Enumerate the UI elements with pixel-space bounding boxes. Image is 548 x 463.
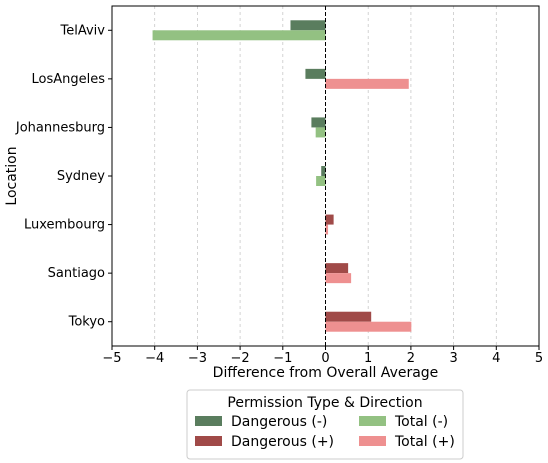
- bar-santiago-total: [325, 273, 352, 284]
- x-tick-label: 2: [407, 351, 415, 366]
- x-tick-label: 1: [364, 351, 372, 366]
- legend-entry: Total (-): [359, 414, 448, 430]
- x-tick-label: −2: [231, 351, 250, 366]
- legend-title: Permission Type & Direction: [227, 395, 422, 411]
- x-tick-label: −4: [145, 351, 164, 366]
- x-tick-label: 0: [321, 351, 329, 366]
- bar-luxembourg-total: [325, 224, 329, 235]
- legend-entry: Dangerous (-): [195, 414, 327, 430]
- bar-tokyo-dangerous: [325, 311, 372, 322]
- legend-label: Total (-): [394, 414, 448, 430]
- legend-swatch: [195, 436, 222, 446]
- x-tick-label: 3: [449, 351, 457, 366]
- legend-label: Total (+): [394, 434, 455, 450]
- legend-frame: [186, 389, 464, 460]
- x-tick-label: −3: [188, 351, 207, 366]
- bar-sydney-total: [316, 176, 326, 186]
- y-tick-label: Santiago: [48, 266, 105, 281]
- y-axis-ticks: TelAviv LosAngeles Johannesburg Sydney Luxem…: [15, 23, 112, 330]
- y-tick-label: Sydney: [57, 169, 105, 184]
- bar-telaviv-dangerous: [290, 20, 326, 31]
- bars: [152, 20, 412, 332]
- bar-losangeles-dangerous: [305, 68, 326, 79]
- y-tick-label: LosAngeles: [31, 72, 105, 87]
- legend-entries: Dangerous (-) Dangerous (+) Total (-) Total…: [195, 414, 455, 450]
- bar-luxembourg-dangerous: [325, 214, 334, 225]
- bar-johannesburg-dangerous: [311, 117, 326, 128]
- x-tick-label: −5: [102, 351, 121, 366]
- y-axis-title: Location: [4, 146, 20, 205]
- y-tick-label: Johannesburg: [15, 120, 105, 135]
- y-tick-label: TelAviv: [60, 23, 106, 38]
- bar-telaviv-total: [152, 30, 326, 41]
- legend: Permission Type & Direction Dangerous (-…: [186, 389, 464, 460]
- legend-swatch: [359, 436, 386, 446]
- legend-label: Dangerous (+): [231, 434, 334, 450]
- legend-entry: Dangerous (+): [195, 434, 334, 450]
- y-tick-label: Luxembourg: [24, 218, 105, 233]
- y-tick-label: Tokyo: [68, 315, 105, 330]
- bar-losangeles-total: [325, 78, 409, 89]
- bar-santiago-dangerous: [325, 263, 349, 274]
- x-tick-label: −1: [273, 351, 292, 366]
- x-tick-label: 5: [535, 351, 543, 366]
- legend-label: Dangerous (-): [231, 414, 327, 430]
- legend-swatch: [359, 416, 386, 426]
- legend-entry: Total (+): [359, 434, 455, 450]
- bar-johannesburg-total: [315, 127, 326, 138]
- x-axis-ticks: −5 −4 −3 −2 −1 0 1 2 3 4 5: [102, 346, 543, 366]
- legend-swatch: [195, 416, 222, 426]
- x-tick-label: 4: [492, 351, 500, 366]
- bar-tokyo-total: [325, 321, 412, 332]
- bar-sydney-dangerous: [321, 166, 326, 176]
- x-axis-title: Difference from Overall Average: [213, 365, 439, 381]
